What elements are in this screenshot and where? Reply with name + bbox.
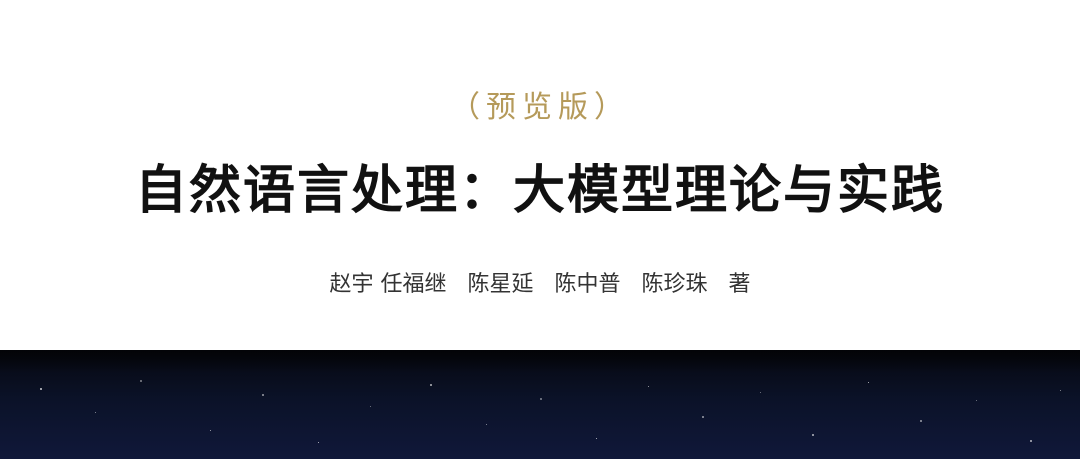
- star: [702, 416, 704, 418]
- star: [430, 384, 432, 386]
- cover-header: （预览版） 自然语言处理：大模型理论与实践 赵宇 任福继 陈星延 陈中普 陈珍珠…: [134, 90, 945, 297]
- star: [1060, 390, 1061, 391]
- star: [318, 442, 319, 443]
- star: [648, 386, 649, 387]
- star: [760, 392, 761, 393]
- author-line: 赵宇 任福继 陈星延 陈中普 陈珍珠 著: [329, 272, 751, 297]
- star: [95, 412, 96, 413]
- star: [210, 430, 211, 431]
- star: [540, 398, 542, 400]
- star: [868, 382, 869, 383]
- star: [1030, 440, 1032, 442]
- star: [596, 438, 597, 439]
- star: [370, 406, 371, 407]
- star: [140, 380, 142, 382]
- starfield-top-band: [0, 350, 1080, 372]
- star: [920, 420, 922, 422]
- star: [812, 434, 814, 436]
- star: [262, 394, 264, 396]
- edition-label: （预览版）: [450, 90, 630, 125]
- star: [40, 388, 42, 390]
- starfield-background: [0, 350, 1080, 459]
- book-title: 自然语言处理：大模型理论与实践: [134, 160, 945, 221]
- star: [976, 400, 977, 401]
- star: [486, 424, 487, 425]
